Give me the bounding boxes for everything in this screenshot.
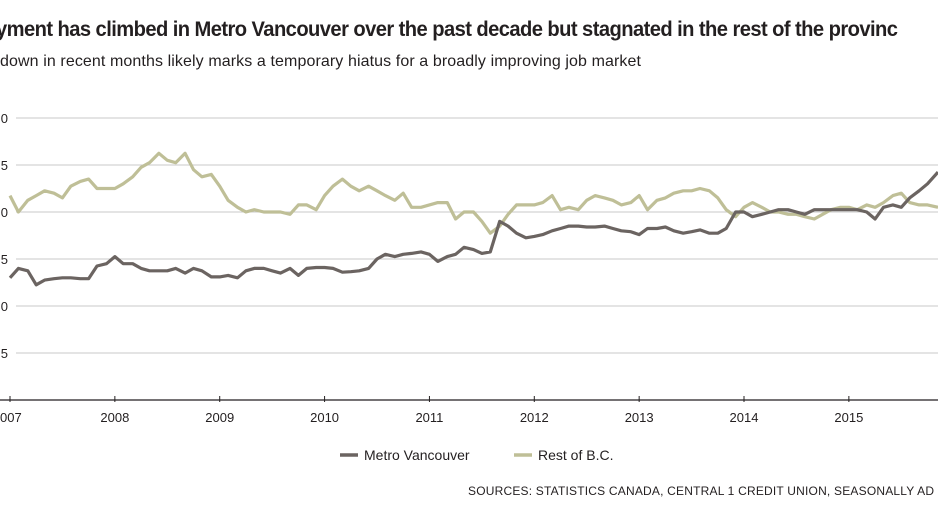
legend-label: Metro Vancouver	[364, 447, 470, 463]
chart-subtitle: down in recent months likely marks a tem…	[0, 53, 642, 70]
x-tick-label: 2014	[730, 410, 759, 425]
x-tick-label: 2011	[415, 410, 443, 425]
y-tick-label: 0	[1, 205, 8, 220]
y-tick-label: 5	[1, 252, 8, 267]
x-tick-label: 2013	[625, 410, 654, 425]
y-tick-label: 0	[1, 299, 8, 314]
x-tick-label: 2008	[100, 410, 129, 425]
y-tick-label: 0	[1, 111, 8, 126]
legend-label: Rest of B.C.	[538, 447, 613, 463]
x-tick-label: 007	[0, 410, 22, 425]
y-tick-label: 5	[1, 158, 8, 173]
y-axis-ticks: 0 5 0 5 0 5	[1, 111, 8, 361]
x-tick-label: 2015	[834, 410, 863, 425]
legend: Metro Vancouver Rest of B.C.	[340, 447, 613, 463]
x-tick-label: 2009	[205, 410, 234, 425]
grid	[16, 117, 938, 354]
series-line-rest-of-b-c	[8, 151, 938, 235]
x-tick-label: 2010	[310, 410, 339, 425]
series-line-metro-vancouver	[8, 171, 938, 287]
x-tick-label: 2012	[520, 410, 549, 425]
x-axis: 007 2008 2009 2010 2011 2012 2013 2014 2015	[0, 396, 938, 425]
series-lines	[8, 151, 938, 287]
y-tick-label: 5	[1, 346, 8, 361]
chart-title: yment has climbed in Metro Vancouver ove…	[0, 18, 898, 41]
source-note: SOURCES: STATISTICS CANADA, CENTRAL 1 CR…	[468, 484, 935, 498]
